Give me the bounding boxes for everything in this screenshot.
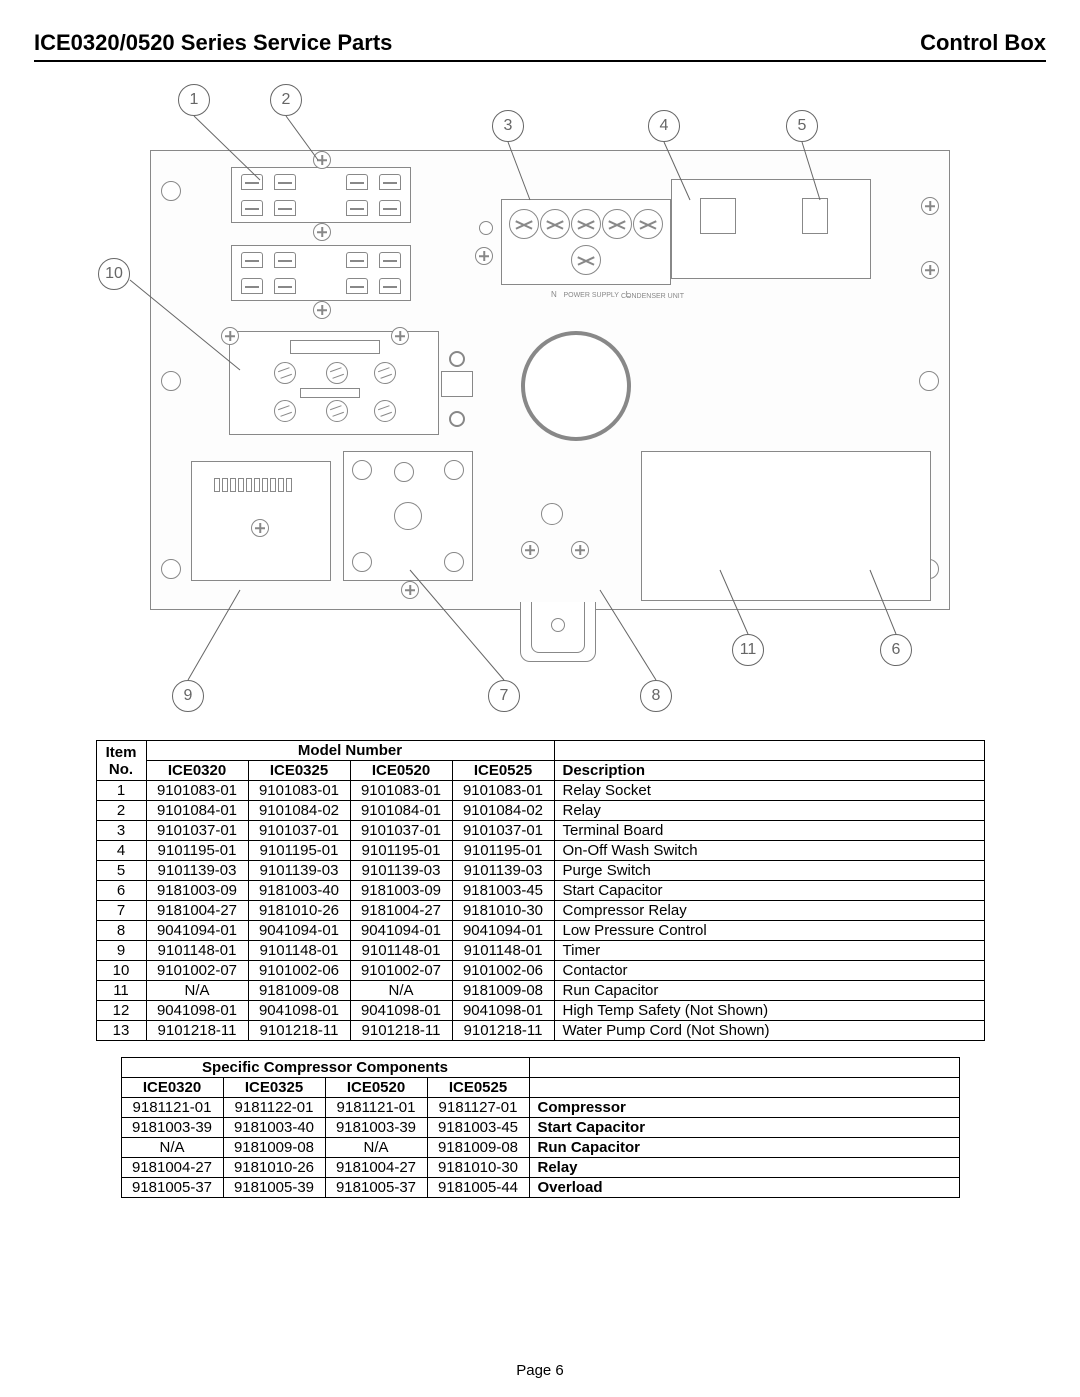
table-row: 9181005-379181005-399181005-379181005-44… [121,1178,959,1198]
col-ice0325: ICE0325 [248,761,350,781]
parts-table: Item No. Model Number ICE0320 ICE0325 IC… [96,740,985,1041]
condenser-label: CONDENSER UNIT [621,293,684,301]
table-row: 11N/A9181009-08N/A9181009-08Run Capacito… [96,981,984,1001]
callout-9: 9 [172,680,204,712]
callout-2: 2 [270,84,302,116]
callout-10: 10 [98,258,130,290]
col-description: Description [554,761,984,781]
col-item-no: Item No. [96,741,146,781]
low-pressure-control [541,503,563,525]
power-supply-label: N POWER SUPPLY L [551,291,630,300]
callout-3: 3 [492,110,524,142]
callout-4: 4 [648,110,680,142]
table-row: 29101084-019101084-029101084-019101084-0… [96,801,984,821]
table-row: 59101139-039101139-039101139-039101139-0… [96,861,984,881]
table-row: 79181004-279181010-269181004-279181010-3… [96,901,984,921]
col-ice0525: ICE0525 [452,761,554,781]
col-ice0525: ICE0525 [427,1078,529,1098]
screw-icon [521,541,539,559]
mount-hole [161,181,181,201]
col-ice0320: ICE0320 [146,761,248,781]
screw-icon [921,197,939,215]
table-row: 129041098-019041098-019041098-019041098-… [96,1001,984,1021]
table-row: N/A9181009-08N/A9181009-08Run Capacitor [121,1138,959,1158]
header-title-right: Control Box [920,30,1046,56]
mount-hole [161,371,181,391]
capacitor-circle [521,331,631,441]
table-row: 49101195-019101195-019101195-019101195-0… [96,841,984,861]
ground-hole [449,351,465,367]
contactor [229,331,439,435]
table-row: 69181003-099181003-409181003-099181003-4… [96,881,984,901]
table-row: 9181003-399181003-409181003-399181003-45… [121,1118,959,1138]
callout-5: 5 [786,110,818,142]
ground-hole [449,411,465,427]
comp-header-group: Specific Compressor Components [121,1058,529,1078]
callout-7: 7 [488,680,520,712]
screw-icon [313,301,331,319]
screw-icon [475,247,493,265]
compressor-relay [343,451,473,581]
screw-icon [251,519,269,537]
table-row: 9181004-279181010-269181004-279181010-30… [121,1158,959,1178]
ground-icon [441,371,473,397]
panel-outline: N POWER SUPPLY L CONDENSER UNIT [150,150,950,610]
mount-hole [161,559,181,579]
page-header: ICE0320/0520 Series Service Parts Contro… [34,30,1046,62]
knockout [520,602,596,662]
col-ice0325: ICE0325 [223,1078,325,1098]
relay-block-2 [231,245,411,301]
mount-hole [919,371,939,391]
col-ice0320: ICE0320 [121,1078,223,1098]
page-number: Page 6 [0,1362,1080,1379]
header-title-left: ICE0320/0520 Series Service Parts [34,30,392,56]
table-row: 39101037-019101037-019101037-019101037-0… [96,821,984,841]
col-model-number-group: Model Number [146,741,554,761]
table-row: 89041094-019041094-019041094-019041094-0… [96,921,984,941]
relay-block-1 [231,167,411,223]
table-row: 19101083-019101083-019101083-019101083-0… [96,781,984,801]
on-off-switch [700,198,736,234]
callout-6: 6 [880,634,912,666]
table-row: 99101148-019101148-019101148-019101148-0… [96,941,984,961]
screw-icon [571,541,589,559]
component-tray [641,451,931,601]
terminal-board [501,199,671,285]
screw-icon [391,327,409,345]
screw-icon [921,261,939,279]
control-box-diagram: N POWER SUPPLY L CONDENSER UNIT [80,80,1000,720]
purge-switch [802,198,828,234]
hole-icon [479,221,493,235]
table-row: 139101218-119101218-119101218-119101218-… [96,1021,984,1041]
col-ice0520: ICE0520 [350,761,452,781]
table-row: 9181121-019181122-019181121-019181127-01… [121,1098,959,1118]
callout-1: 1 [178,84,210,116]
screw-icon [401,581,419,599]
screw-icon [313,151,331,169]
switch-panel [671,179,871,279]
screw-icon [313,223,331,241]
screw-icon [221,327,239,345]
table-row: 109101002-079101002-069101002-079101002-… [96,961,984,981]
callout-8: 8 [640,680,672,712]
callout-11: 11 [732,634,764,666]
col-ice0520: ICE0520 [325,1078,427,1098]
compressor-components-table: Specific Compressor Components ICE0320 I… [121,1057,960,1198]
